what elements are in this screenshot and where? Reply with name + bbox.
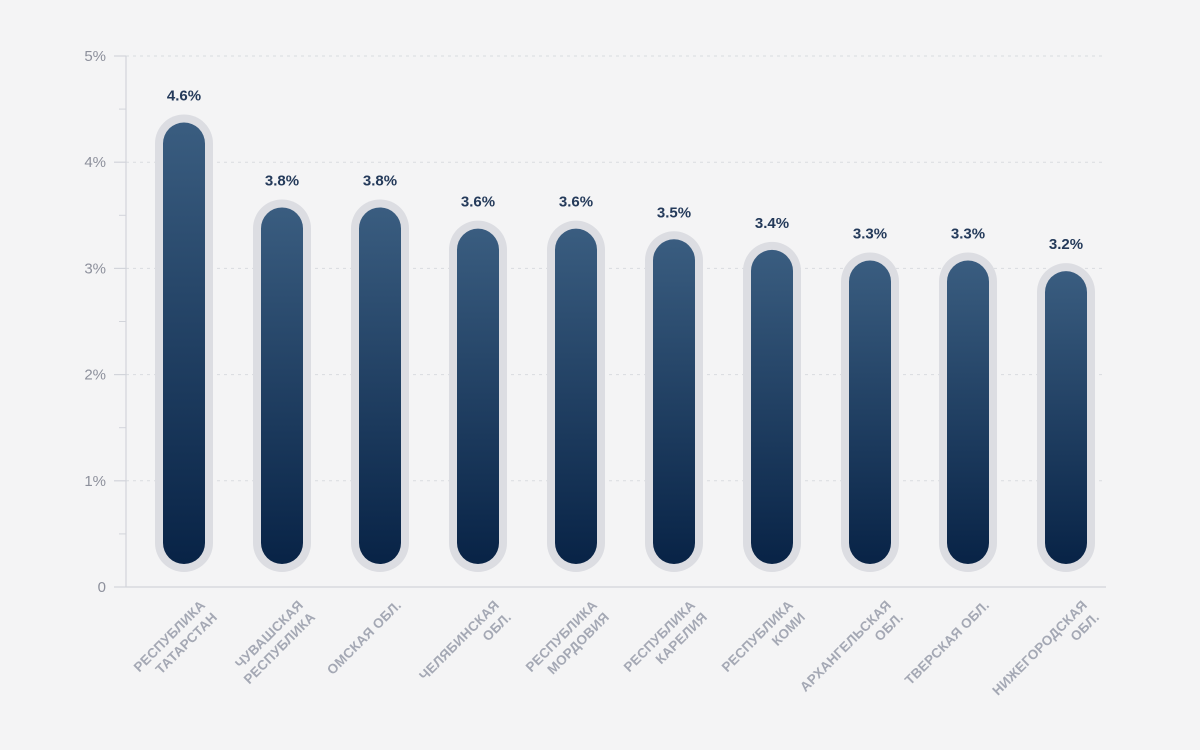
bars xyxy=(155,114,1095,573)
bar xyxy=(457,228,499,564)
bar-value-label: 3.8% xyxy=(265,172,299,189)
x-tick-label: РЕСПУБЛИКАТАТАРСТАН xyxy=(131,597,220,686)
category-labels: РЕСПУБЛИКАТАТАРСТАН ЧУВАШСКАЯРЕСПУБЛИКА ОМ… xyxy=(131,597,1102,711)
bar xyxy=(555,228,597,564)
x-tick-label: ОМСКАЯ ОБЛ. xyxy=(324,598,404,678)
bar xyxy=(1045,271,1087,564)
x-tick-label: ЧЕЛЯБИНСКАЯОБЛ. xyxy=(416,598,514,696)
x-tick-label-line: ТВЕРСКАЯ ОБЛ. xyxy=(902,598,992,688)
y-tick-label: 0 xyxy=(98,579,106,596)
bar-value-label: 3.3% xyxy=(853,226,887,243)
bar xyxy=(359,207,401,564)
bar-value-label: 3.2% xyxy=(1049,236,1083,253)
x-tick-label: РЕСПУБЛИКАКАРЕЛИЯ xyxy=(621,597,710,686)
x-tick-label: АРХАНГЕЛЬСКАЯОБЛ. xyxy=(797,598,906,707)
bar xyxy=(653,239,695,565)
bar-value-label: 4.6% xyxy=(167,87,201,104)
bar-value-label: 3.6% xyxy=(461,194,495,211)
x-tick-label: ТВЕРСКАЯ ОБЛ. xyxy=(902,598,992,688)
x-tick-label-line: ОМСКАЯ ОБЛ. xyxy=(324,598,404,678)
x-tick-label-line: НИЖЕГОРОДСКАЯ xyxy=(989,598,1090,699)
y-tick-label: 5% xyxy=(84,48,106,65)
y-tick-label: 4% xyxy=(84,154,106,171)
y-tick-label: 3% xyxy=(84,260,106,277)
y-axis: 0 1% 2% 3% 4% 5% xyxy=(84,48,1106,596)
bar-value-label: 3.6% xyxy=(559,194,593,211)
bar xyxy=(163,122,205,564)
bar xyxy=(947,260,989,564)
bar-value-label: 3.4% xyxy=(755,215,789,232)
y-tick-label: 1% xyxy=(84,473,106,490)
bar xyxy=(849,260,891,564)
bar xyxy=(261,207,303,564)
bar-value-label: 3.5% xyxy=(657,204,691,221)
y-tick-label: 2% xyxy=(84,367,106,384)
x-tick-label-line: АРХАНГЕЛЬСКАЯ xyxy=(797,598,894,695)
bar-value-label: 3.8% xyxy=(363,172,397,189)
x-tick-label: ЧУВАШСКАЯРЕСПУБЛИКА xyxy=(229,597,318,686)
x-tick-label: РЕСПУБЛИКАКОМИ xyxy=(719,597,808,686)
x-tick-label: РЕСПУБЛИКАМОРДОВИЯ xyxy=(523,597,612,686)
bar xyxy=(751,249,793,565)
bar-value-label: 3.3% xyxy=(951,226,985,243)
value-labels: 4.6% 3.8% 3.8% 3.6% 3.6% 3.5% 3.4% 3.3% 3.3% 3.2% xyxy=(167,87,1083,253)
x-tick-label: НИЖЕГОРОДСКАЯОБЛ. xyxy=(989,598,1102,711)
